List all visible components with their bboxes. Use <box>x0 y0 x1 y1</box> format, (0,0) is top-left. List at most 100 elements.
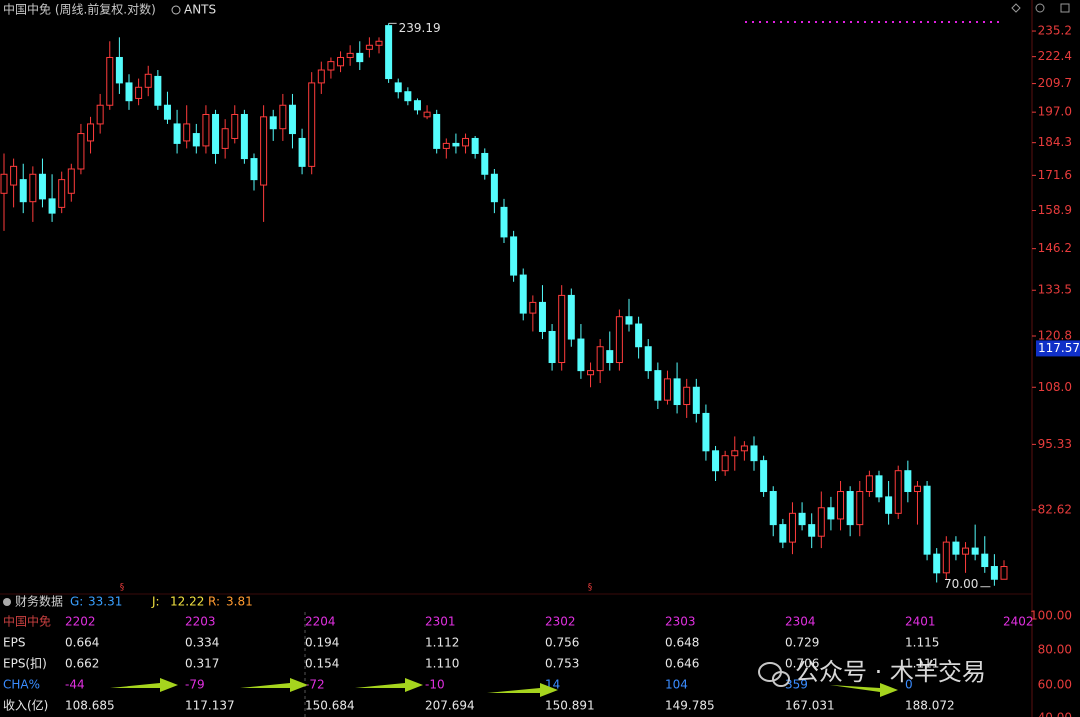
row-label: CHA% <box>3 678 40 692</box>
cell: 0.334 <box>185 636 219 650</box>
candle-body <box>0 173 8 194</box>
watermark: 公众号 · 木羊交易 <box>758 658 986 687</box>
panel-axis-label: 80.00 <box>1038 643 1072 657</box>
candle-body <box>654 370 662 401</box>
y-tick-label: 197.0 <box>1038 105 1072 119</box>
arrow <box>830 683 898 697</box>
candle-body <box>442 142 450 149</box>
cell: 117.137 <box>185 699 235 713</box>
cell: 0.317 <box>185 657 219 671</box>
panel-title: 财务数据 <box>15 594 63 609</box>
candle-body <box>365 44 373 50</box>
stat-label: G: <box>70 595 83 609</box>
candle-body <box>231 113 239 139</box>
candle-body <box>731 450 739 457</box>
candle-body <box>173 123 181 144</box>
panel-icon[interactable] <box>3 598 11 606</box>
candle-body <box>1000 566 1008 580</box>
candle-body <box>375 40 383 46</box>
candle-body <box>779 524 787 543</box>
indicator-icon[interactable] <box>171 5 181 15</box>
icon[interactable] <box>1035 3 1045 13</box>
cell: 0.154 <box>305 657 339 671</box>
y-tick-label: 82.62 <box>1038 502 1072 516</box>
candle-body <box>288 104 296 135</box>
period: 2304 <box>785 615 816 629</box>
cell: 0 <box>905 678 913 692</box>
candle-body <box>106 56 114 106</box>
candle-body <box>615 316 623 364</box>
candle-body <box>788 512 796 543</box>
candle-body <box>115 56 123 84</box>
candle-body <box>923 485 931 555</box>
period: 2203 <box>185 615 216 629</box>
cell: 1.115 <box>905 636 939 650</box>
candle-body <box>894 470 902 514</box>
y-tick-label: 133.5 <box>1038 283 1072 297</box>
candle-body <box>423 111 431 118</box>
event-marker: § <box>588 583 593 593</box>
window-icons[interactable] <box>1011 3 1070 13</box>
icon[interactable] <box>1060 3 1070 13</box>
candle-body <box>154 75 162 106</box>
candle-body <box>712 450 720 472</box>
candle-body <box>538 301 546 332</box>
candle-body <box>87 123 95 142</box>
candle-body <box>29 173 37 203</box>
candle-body <box>952 541 960 555</box>
stat-value: 12.22 <box>170 595 204 609</box>
candle-body <box>221 128 229 149</box>
cell: 207.694 <box>425 699 475 713</box>
stat-value: 3.81 <box>226 595 253 609</box>
candle-body <box>202 113 210 147</box>
candle-body <box>644 346 652 372</box>
candle-body <box>692 386 700 414</box>
row-label: EPS(扣) <box>3 657 47 671</box>
y-tick-label: 184.3 <box>1038 135 1072 149</box>
cell: 188.072 <box>905 699 955 713</box>
row-label: EPS <box>3 636 25 650</box>
candle-body <box>567 294 575 340</box>
candle-body <box>846 491 854 526</box>
candle-body <box>38 173 46 200</box>
candle-body <box>250 158 258 181</box>
candle-body <box>529 301 537 314</box>
candle-body <box>760 460 768 493</box>
candle-body <box>625 316 633 325</box>
y-tick-label: 146.2 <box>1038 241 1072 255</box>
candle-body <box>500 206 508 238</box>
cell: 104 <box>665 678 688 692</box>
panel-header: 中国中免 <box>3 614 51 629</box>
y-tick-label: 209.7 <box>1038 76 1072 90</box>
watermark-text: 公众号 · 木羊交易 <box>795 658 986 686</box>
candle-body <box>385 25 393 80</box>
candle-body <box>721 455 729 472</box>
candle-body <box>308 82 316 167</box>
candle-body <box>673 378 681 406</box>
candle-body <box>260 116 268 186</box>
candle-body <box>212 113 220 154</box>
cell: 0.753 <box>545 657 579 671</box>
watermark-icon <box>772 671 790 687</box>
candle-body <box>856 491 864 526</box>
candle-body <box>913 485 921 493</box>
cell: 0.648 <box>665 636 699 650</box>
indicator-name[interactable]: ANTS <box>184 3 216 17</box>
candle-body <box>865 475 873 493</box>
icon[interactable] <box>1011 3 1021 13</box>
candle-body <box>404 91 412 102</box>
candle-body <box>635 323 643 348</box>
cell: 149.785 <box>665 699 715 713</box>
price-marker-label: 117.57 <box>1038 341 1080 355</box>
candle-body <box>192 133 200 147</box>
high-mark-label: 239.19 <box>399 21 441 35</box>
cell: 0.662 <box>65 657 99 671</box>
candle-body <box>19 179 27 203</box>
candle-body <box>490 173 498 203</box>
candle-body <box>337 56 345 67</box>
candle-body <box>962 547 970 555</box>
panel-axis-label: 60.00 <box>1038 678 1072 692</box>
candle-body <box>577 338 585 372</box>
candle-body <box>808 524 816 537</box>
